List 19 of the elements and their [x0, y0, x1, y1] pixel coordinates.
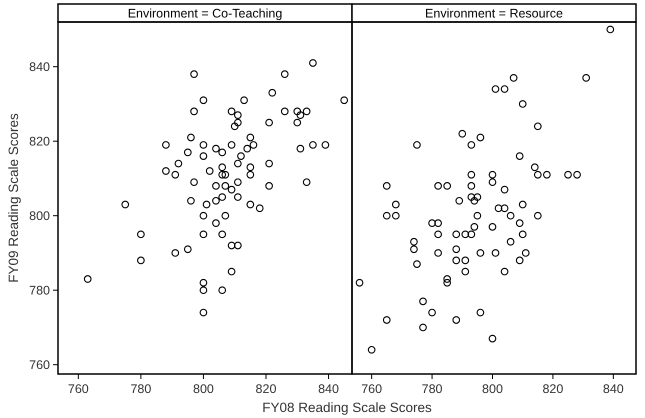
x-tick-label: 760 [361, 382, 382, 396]
x-tick-label: 840 [318, 382, 340, 396]
chart-title: Environment = Co-Teaching [128, 6, 282, 20]
y-tick-label: 760 [29, 358, 50, 372]
y-axis-title: FY09 Reading Scale Scores [6, 112, 21, 283]
y-tick-label: 820 [29, 134, 50, 149]
x-tick-label: 820 [542, 382, 564, 396]
x-tick-label: 800 [193, 382, 214, 396]
x-tick-label: 780 [422, 382, 443, 396]
y-tick-label: 800 [29, 209, 50, 224]
x-axis-title: FY08 Reading Scale Scores [262, 400, 432, 415]
x-tick-label: 800 [482, 382, 503, 396]
chart-title: Environment = Resource [425, 6, 563, 20]
x-tick-label: 760 [68, 382, 89, 396]
y-tick-label: 840 [29, 60, 50, 74]
y-tick-label: 780 [29, 284, 50, 298]
x-tick-label: 780 [130, 382, 152, 396]
x-tick-label: 840 [602, 382, 624, 396]
x-tick-label: 820 [256, 382, 276, 396]
